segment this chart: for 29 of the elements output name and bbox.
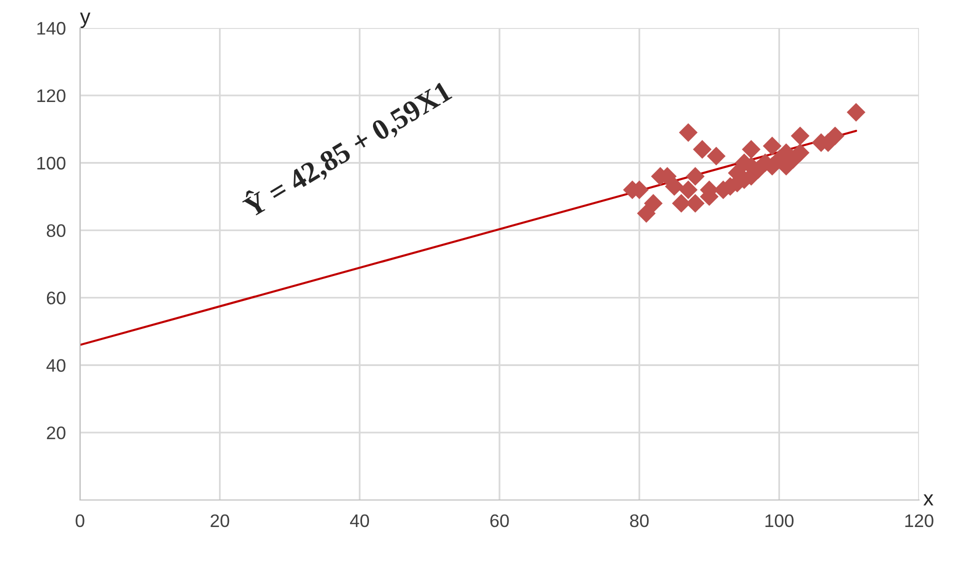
y-tick-label: 100 xyxy=(37,156,66,170)
x-tick-label: 80 xyxy=(630,514,649,528)
point xyxy=(692,140,712,159)
y-axis-title: y xyxy=(80,12,90,28)
point xyxy=(678,123,698,142)
x-tick-label: 20 xyxy=(210,514,230,528)
x-tick-label: 0 xyxy=(76,514,84,528)
point xyxy=(678,180,698,200)
y-tick-label: 140 xyxy=(37,22,66,35)
point xyxy=(846,102,866,122)
y-tick-label: 40 xyxy=(46,359,66,372)
point xyxy=(706,146,726,166)
y-tick-label: 20 xyxy=(46,426,66,440)
point xyxy=(742,140,761,159)
point xyxy=(686,167,705,186)
point xyxy=(637,204,656,223)
y-tick-label: 120 xyxy=(37,89,66,102)
x-axis-title: x xyxy=(923,494,934,506)
point xyxy=(664,177,684,196)
x-tick-label: 40 xyxy=(350,514,370,528)
point xyxy=(644,194,663,213)
point xyxy=(790,126,810,146)
y-tick-label: 60 xyxy=(46,292,66,304)
x-tick-label: 120 xyxy=(905,514,934,528)
point xyxy=(826,126,844,146)
point xyxy=(762,136,782,156)
y-tick-label: 80 xyxy=(46,224,66,238)
x-tick-label: 100 xyxy=(765,514,794,528)
x-tick-label: 60 xyxy=(490,514,509,528)
